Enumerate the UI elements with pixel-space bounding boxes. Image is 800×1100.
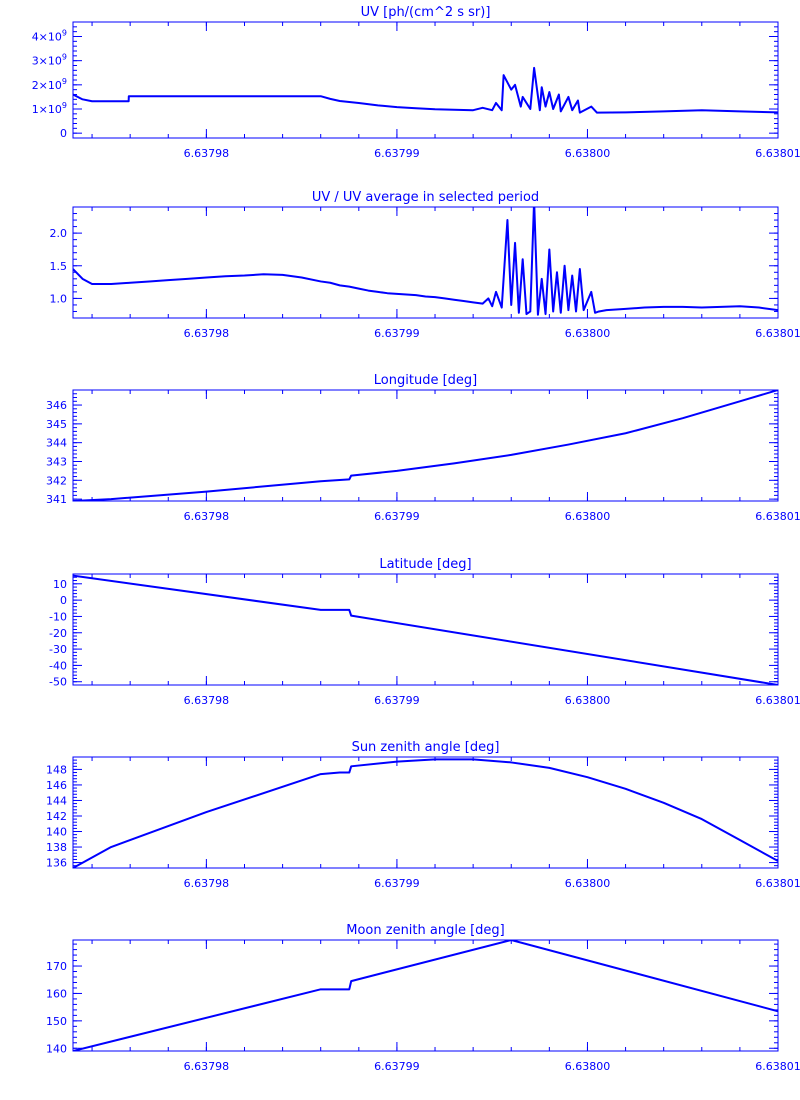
y-tick-label: 0 — [60, 594, 67, 607]
y-tick-label: 148 — [46, 763, 67, 776]
x-tick-label: 6.63801 — [755, 147, 800, 160]
chart-panel-5: Sun zenith angle [deg] 6.63798 6.63799 6.63… — [46, 740, 800, 890]
y-tick-label: 1.5 — [50, 260, 68, 273]
x-tick-label: 6.63799 — [374, 147, 420, 160]
y-tick-label: 3×109 — [32, 53, 67, 68]
x-tick-label: 6.63801 — [755, 694, 800, 707]
series-line — [73, 66, 778, 114]
plot-frame — [72, 756, 779, 869]
y-tick-label: 140 — [46, 826, 67, 839]
chart-panel-3: Longitude [deg] 6.63798 6.63799 6.63800 6.63… — [46, 373, 800, 523]
x-tick-label: 6.63799 — [374, 877, 420, 890]
y-tick-label: 4×109 — [32, 29, 67, 44]
chart-title: Longitude [deg] — [374, 373, 477, 388]
y-tick-label: 0 — [60, 127, 67, 140]
y-tick-label: -30 — [49, 643, 67, 656]
y-tick-label: 341 — [46, 493, 67, 506]
plot-frame — [72, 21, 779, 139]
y-tick-label: 346 — [46, 399, 67, 412]
chart-title: Moon zenith angle [deg] — [346, 923, 504, 938]
x-tick-label: 6.63798 — [184, 1060, 230, 1073]
y-tick-label: 344 — [46, 437, 67, 450]
chart-title: UV [ph/(cm^2 s sr)] — [361, 5, 491, 20]
chart-title: Latitude [deg] — [379, 557, 471, 572]
y-tick-label: 1.0 — [50, 292, 68, 305]
y-tick-label: 150 — [46, 1015, 67, 1028]
plot-frame — [72, 939, 779, 1052]
x-tick-label: 6.63801 — [755, 510, 800, 523]
x-tick-label: 6.63800 — [565, 327, 611, 340]
series-line — [73, 574, 778, 685]
x-tick-label: 6.63798 — [184, 694, 230, 707]
y-tick-label: 142 — [46, 810, 67, 823]
x-tick-label: 6.63800 — [565, 147, 611, 160]
y-tick-label: 10 — [53, 578, 67, 591]
chart-panel-1: UV [ph/(cm^2 s sr)] 6.63798 6.63799 6.63800… — [32, 5, 800, 160]
plot-frame — [72, 206, 779, 319]
x-tick-label: 6.63801 — [755, 1060, 800, 1073]
chart-panel-4: Latitude [deg] 6.63798 6.63799 6.63800 6.638… — [49, 557, 800, 707]
y-tick-label: -10 — [49, 610, 67, 623]
series-line — [73, 758, 778, 868]
chart-title: UV / UV average in selected period — [312, 190, 539, 205]
y-tick-label: -40 — [49, 659, 67, 672]
y-tick-label: -50 — [49, 676, 67, 689]
y-tick-label: 138 — [46, 841, 67, 854]
chart-title: Sun zenith angle [deg] — [352, 740, 500, 755]
x-tick-label: 6.63801 — [755, 877, 800, 890]
x-tick-label: 6.63798 — [184, 327, 230, 340]
plot-frame — [72, 389, 779, 502]
y-tick-label: 2.0 — [50, 227, 68, 240]
y-tick-label: 345 — [46, 418, 67, 431]
series-line — [73, 940, 778, 1051]
x-tick-label: 6.63798 — [184, 147, 230, 160]
x-tick-label: 6.63800 — [565, 510, 611, 523]
x-tick-label: 6.63799 — [374, 327, 420, 340]
y-tick-label: 136 — [46, 857, 67, 870]
x-tick-label: 6.63799 — [374, 1060, 420, 1073]
chart-panel-6: Moon zenith angle [deg] 6.63798 6.63799 6.6… — [46, 923, 800, 1073]
series-line — [73, 207, 778, 316]
x-tick-label: 6.63798 — [184, 510, 230, 523]
y-tick-label: 343 — [46, 455, 67, 468]
y-tick-label: 146 — [46, 779, 67, 792]
x-tick-label: 6.63799 — [374, 510, 420, 523]
y-tick-label: 144 — [46, 794, 67, 807]
y-tick-label: 2×109 — [32, 77, 67, 92]
y-tick-label: 160 — [46, 987, 67, 1000]
chart-panel-2: UV / UV average in selected period 6.6379… — [50, 190, 800, 340]
x-tick-label: 6.63800 — [565, 1060, 611, 1073]
y-tick-label: 1×109 — [32, 101, 67, 116]
y-tick-label: 342 — [46, 474, 67, 487]
series-line — [73, 390, 778, 501]
x-tick-label: 6.63800 — [565, 877, 611, 890]
x-tick-label: 6.63799 — [374, 694, 420, 707]
y-tick-label: 170 — [46, 960, 67, 973]
x-tick-label: 6.63800 — [565, 694, 611, 707]
y-tick-label: 140 — [46, 1042, 67, 1055]
y-tick-label: -20 — [49, 627, 67, 640]
x-tick-label: 6.63801 — [755, 327, 800, 340]
x-tick-label: 6.63798 — [184, 877, 230, 890]
